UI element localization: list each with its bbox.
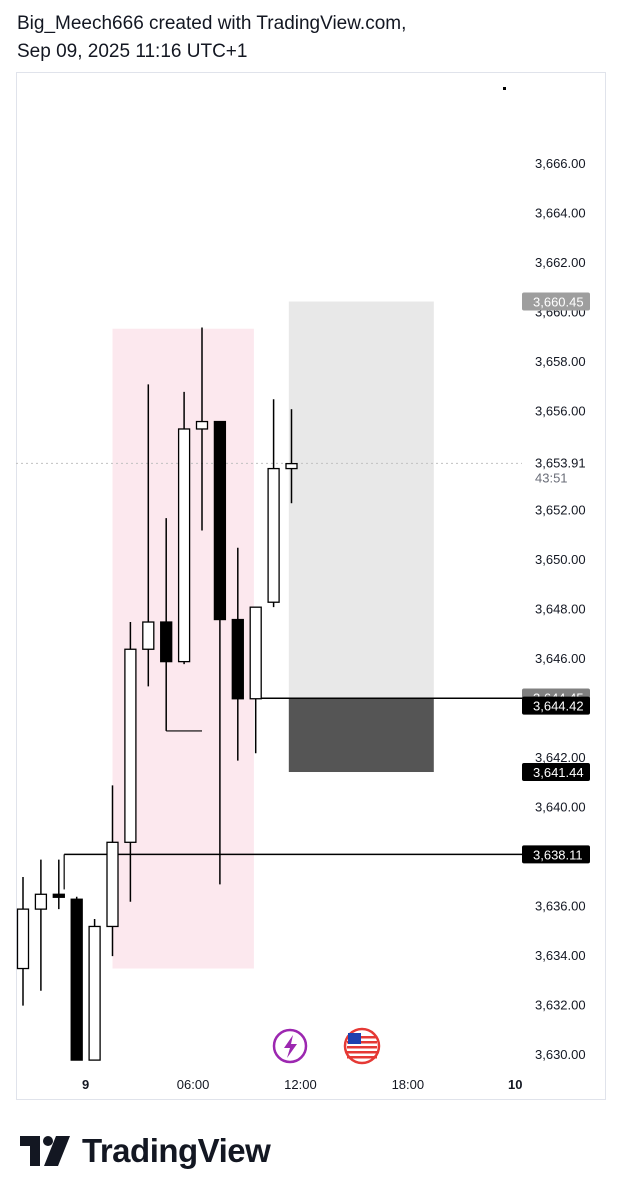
lightning-icon-glyph <box>284 1035 297 1058</box>
candle-body[interactable] <box>34 893 48 910</box>
candle-body[interactable] <box>267 467 280 603</box>
y-axis-tick-label: 3,636.00 <box>535 899 586 914</box>
y-axis-tick-label: 3,640.00 <box>535 800 586 815</box>
us-flag-stripe <box>347 1056 377 1059</box>
candle-body[interactable] <box>195 420 209 430</box>
x-axis-label: 9 <box>82 1077 89 1092</box>
candle-body[interactable] <box>70 898 83 1061</box>
y-axis-tick-label: 3,656.00 <box>535 404 586 419</box>
line-price-label-0: 3,644.42 <box>533 699 584 714</box>
us-flag-stripe <box>347 1036 377 1039</box>
y-axis-tick-label: 3,648.00 <box>535 602 586 617</box>
y-axis-tick-label: 3,664.00 <box>535 206 586 221</box>
y-axis-tick-label: 3,632.00 <box>535 998 586 1013</box>
candle-body[interactable] <box>124 648 137 843</box>
x-axis-label: 06:00 <box>177 1077 210 1092</box>
countdown-label: 43:51 <box>535 470 568 485</box>
tradingview-logo-icon <box>20 1136 70 1166</box>
line-price-label-1: 3,638.11 <box>533 847 583 862</box>
line-price-label-0-box[interactable] <box>522 696 590 715</box>
us-flag-stripe <box>347 1051 377 1054</box>
x-axis-label: 18:00 <box>392 1077 425 1092</box>
candle-body[interactable] <box>106 841 119 928</box>
scale-marker <box>503 87 506 90</box>
candle-body[interactable] <box>213 420 227 621</box>
price-label-2-box[interactable] <box>522 763 590 782</box>
current-price-label: 3,653.91 <box>535 455 586 470</box>
candle-body[interactable] <box>88 925 101 1061</box>
y-axis-tick-label: 3,650.00 <box>535 552 586 567</box>
price-label-0: 3,660.45 <box>533 295 584 310</box>
candle-body[interactable] <box>231 618 244 700</box>
candle-body[interactable] <box>285 462 298 470</box>
y-axis-tick-label: 3,652.00 <box>535 503 586 518</box>
price-label-2: 3,641.44 <box>533 765 584 780</box>
candle-body[interactable] <box>249 606 262 700</box>
us-flag-canton <box>348 1033 361 1044</box>
candle-body[interactable] <box>16 908 30 970</box>
stop-zone[interactable] <box>288 697 434 773</box>
y-axis-tick-label: 3,630.00 <box>535 1047 586 1062</box>
y-axis-tick-label: 3,658.00 <box>535 354 586 369</box>
chart-frame <box>16 72 606 1100</box>
line-price-label-1-box[interactable] <box>522 845 590 864</box>
chart-header: Big_Meech666 created with TradingView.co… <box>17 10 406 66</box>
candle-body[interactable] <box>52 893 65 898</box>
y-axis-tick-label: 3,662.00 <box>535 255 586 270</box>
x-axis-label: 12:00 <box>284 1077 317 1092</box>
tradingview-logo[interactable]: TradingView <box>20 1132 271 1170</box>
header-date: Sep 09, 2025 11:16 UTC+1 <box>17 41 248 62</box>
us-flag-stripe <box>347 1041 377 1044</box>
y-axis-tick-label: 3,646.00 <box>535 651 586 666</box>
candle-body[interactable] <box>142 621 155 650</box>
header-author: Big_Meech666 created with TradingView.co… <box>17 13 407 34</box>
us-flag-stripe <box>347 1046 377 1049</box>
candle-body[interactable] <box>177 428 191 663</box>
price-label-0-box[interactable] <box>522 292 590 311</box>
y-axis-tick-label: 3,666.00 <box>535 156 586 171</box>
tradingview-wordmark: TradingView <box>82 1132 271 1169</box>
candle-body[interactable] <box>160 621 173 663</box>
y-axis-tick-label: 3,642.00 <box>535 750 586 765</box>
target-zone[interactable] <box>288 301 434 698</box>
y-axis-tick-label: 3,634.00 <box>535 948 586 963</box>
x-axis-label: 10 <box>508 1077 522 1092</box>
